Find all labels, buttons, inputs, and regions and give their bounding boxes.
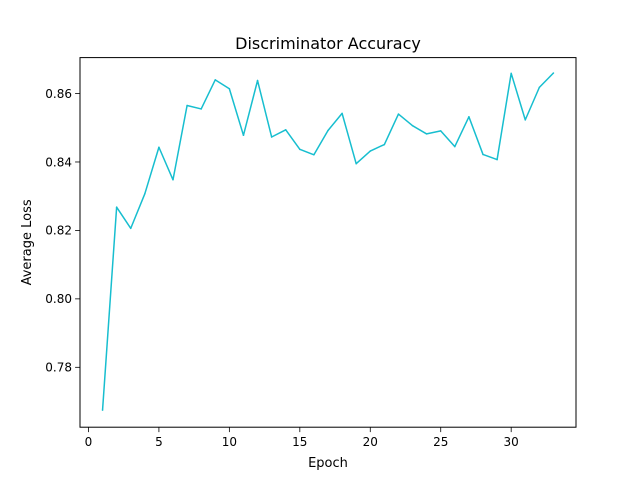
x-tick-label: 25 [433, 435, 448, 449]
y-tick-label: 0.80 [45, 292, 72, 306]
data-point [284, 129, 287, 131]
data-point [425, 133, 428, 135]
series-line-0 [101, 72, 554, 411]
data-point [172, 179, 174, 181]
y-axis-ticks: 0.78 0.80 0.82 0.84 0.86 [45, 87, 80, 375]
data-point [242, 134, 245, 137]
data-point [256, 79, 259, 82]
data-point [341, 112, 343, 115]
plot-content [101, 72, 555, 411]
data-point [468, 116, 470, 118]
data-point [270, 136, 273, 138]
data-point [313, 154, 315, 156]
data-point [144, 193, 146, 195]
data-point [355, 162, 357, 165]
data-point [482, 153, 484, 156]
plot-frame [79, 57, 577, 428]
x-tick-label: 15 [292, 435, 307, 449]
data-point [454, 145, 456, 148]
chart-title: Discriminator Accuracy [235, 34, 421, 53]
data-point [115, 206, 118, 208]
y-tick-label: 0.84 [45, 155, 72, 169]
data-point [129, 227, 132, 230]
x-tick-label: 20 [363, 435, 378, 449]
y-axis-label: Average Loss [20, 199, 35, 285]
data-point [228, 87, 231, 90]
data-point [411, 124, 414, 127]
x-axis-label: Epoch [308, 456, 348, 471]
data-point [383, 143, 386, 146]
data-point [186, 104, 188, 107]
data-point [214, 79, 217, 81]
y-tick-label: 0.78 [45, 361, 72, 375]
data-point [538, 86, 541, 89]
x-tick-label: 30 [504, 435, 519, 449]
x-tick-label: 0 [85, 435, 93, 449]
data-point [327, 129, 329, 132]
x-tick-label: 5 [155, 435, 163, 449]
data-point [397, 113, 400, 115]
data-point [496, 158, 498, 161]
data-point [439, 130, 442, 132]
data-point [510, 72, 512, 75]
data-point [158, 146, 160, 149]
data-point [552, 72, 555, 74]
data-point [299, 148, 301, 151]
x-axis-ticks: 0 5 10 15 20 25 30 [85, 427, 519, 449]
x-tick-label: 10 [222, 435, 237, 449]
y-tick-label: 0.86 [45, 87, 72, 101]
data-point [200, 108, 202, 110]
data-point [524, 119, 527, 121]
data-point [101, 409, 104, 411]
data-point [369, 150, 372, 152]
y-tick-label: 0.82 [45, 224, 72, 238]
